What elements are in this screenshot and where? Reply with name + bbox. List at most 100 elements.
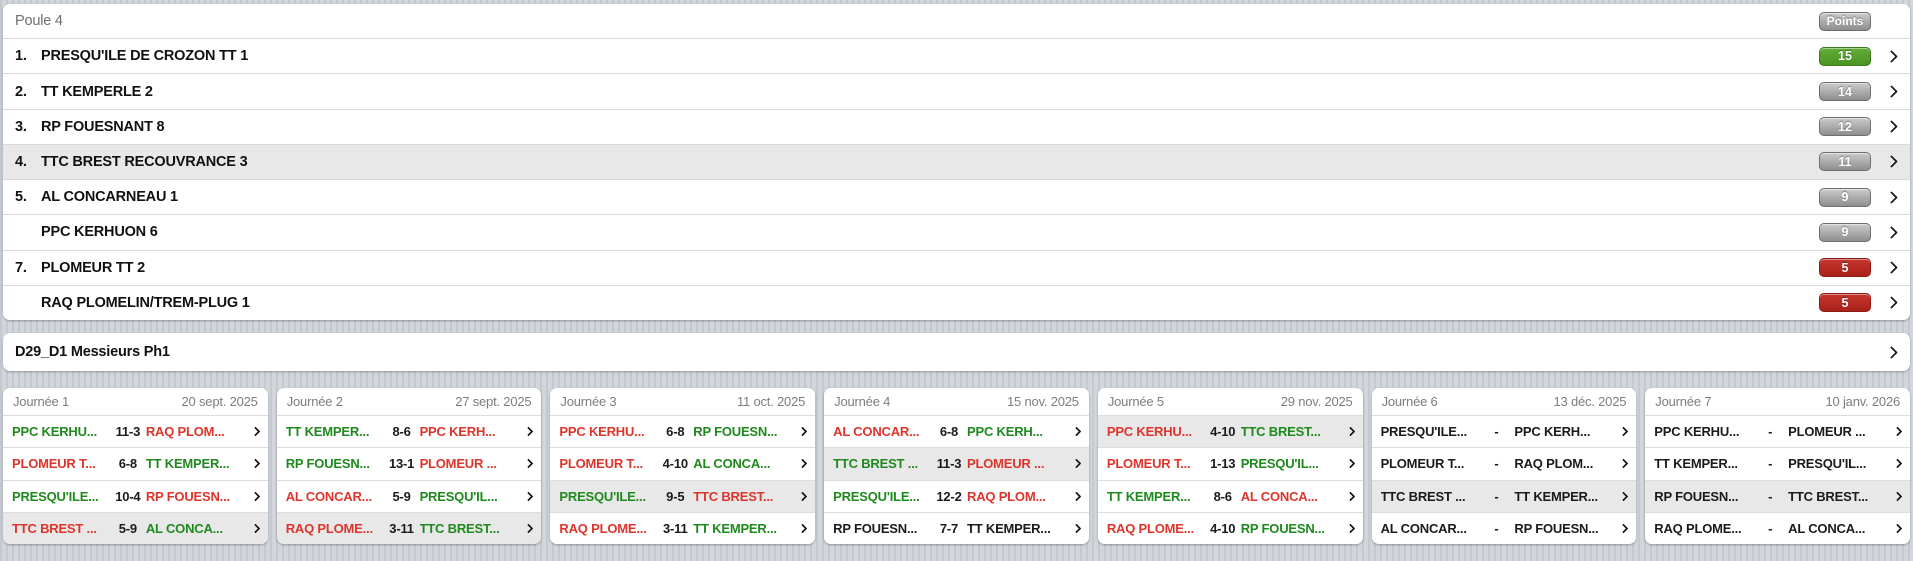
match-row[interactable]: TTC BREST ... 11-3 PLOMEUR ... (824, 447, 1089, 480)
match-row[interactable]: TTC BREST ... - TT KEMPER... (1371, 479, 1637, 512)
match-row[interactable]: AL CONCAR... 5-9 PRESQU'IL... (276, 479, 542, 512)
chevron-right-icon (250, 523, 261, 534)
chevron-right-icon (523, 491, 534, 502)
home-team: AL CONCAR... (1380, 520, 1467, 536)
home-team: RP FOUESN... (833, 520, 918, 536)
away-team: PPC KERH... (1514, 424, 1591, 440)
match-row[interactable]: RP FOUESN... 7-7 TT KEMPER... (824, 511, 1089, 544)
chevron-right-icon (797, 523, 808, 534)
home-team: TTC BREST ... (12, 520, 97, 536)
chevron-right-icon (1892, 491, 1903, 502)
match-row[interactable]: PLOMEUR T... 1-13 PRESQU'IL... (1097, 447, 1363, 480)
match-row[interactable]: PPC KERHU... - PLOMEUR ... (1645, 415, 1910, 448)
standings-row[interactable]: 2. TT KEMPERLE 2 14 (3, 73, 1910, 109)
round-card-4: Journée 4 15 nov. 2025 AL CONCAR... 6-8 … (824, 388, 1089, 544)
match-row[interactable]: RAQ PLOME... - AL CONCA... (1645, 511, 1910, 544)
match-score: - (1494, 424, 1499, 440)
chevron-right-icon (1885, 226, 1898, 239)
chevron-right-icon (1885, 296, 1898, 310)
standings-row[interactable]: 4. TTC BREST RECOUVRANCE 3 11 (3, 143, 1910, 180)
home-team: RP FOUESN... (285, 456, 370, 472)
standings-row[interactable]: 5. AL CONCARNEAU 1 9 (3, 179, 1910, 215)
round-date: 29 nov. 2025 (1280, 394, 1353, 409)
round-header: Journée 2 27 sept. 2025 (277, 388, 542, 415)
match-row[interactable]: RAQ PLOME... 3-11 TT KEMPER... (550, 511, 816, 544)
standings-row[interactable]: 7. PLOMEUR TT 2 5 (3, 249, 1910, 285)
standings-row[interactable]: 1. PRESQU'ILE DE CROZON TT 1 15 (3, 38, 1910, 74)
match-row[interactable]: RAQ PLOME... 4-10 RP FOUESN... (1097, 511, 1363, 544)
round-card-2: Journée 2 27 sept. 2025 TT KEMPER... 8-6… (276, 388, 542, 544)
match-row[interactable]: TTC BREST ... 5-9 AL CONCA... (3, 511, 268, 544)
match-row[interactable]: PPC KERHU... 11-3 RAQ PLOM... (3, 415, 268, 448)
match-row[interactable]: PRESQU'ILE... 10-4 RP FOUESN... (3, 479, 268, 512)
standings-row[interactable]: 3. RP FOUESNANT 8 12 (3, 108, 1910, 144)
chevron-right-icon (1345, 491, 1356, 502)
match-score: 4-10 (662, 456, 688, 472)
points-badge: 11 (1819, 152, 1871, 172)
rank-label: 5. (15, 189, 27, 206)
round-title: Journée 1 (13, 394, 70, 409)
home-team: PRESQU'ILE... (559, 488, 646, 504)
match-row[interactable]: TT KEMPER... - PRESQU'IL... (1645, 447, 1910, 480)
match-row[interactable]: TT KEMPER... 8-6 AL CONCA... (1097, 479, 1363, 512)
rank-label: 4. (15, 153, 27, 170)
rank-label: 2. (15, 83, 27, 100)
round-header: Journée 5 29 nov. 2025 (1098, 388, 1363, 415)
standings-row[interactable]: RAQ PLOMELIN/TREM-PLUG 1 5 (3, 284, 1910, 320)
chevron-right-icon (1885, 261, 1898, 275)
away-team: TTC BREST... (1240, 424, 1321, 440)
chevron-right-icon (1618, 523, 1629, 534)
match-score: 6-8 (939, 424, 959, 440)
round-header: Journée 4 15 nov. 2025 (824, 388, 1089, 415)
team-name: PPC KERHUON 6 (41, 224, 158, 241)
match-score: 4-10 (1210, 424, 1236, 440)
match-score: 13-1 (388, 456, 415, 472)
match-row[interactable]: PLOMEUR T... 4-10 AL CONCA... (550, 447, 816, 480)
round-date: 20 sept. 2025 (181, 394, 258, 409)
match-row[interactable]: PRESQU'ILE... 9-5 TTC BREST... (550, 479, 816, 512)
match-row[interactable]: PLOMEUR T... 6-8 TT KEMPER... (3, 447, 268, 480)
round-header: Journée 3 11 oct. 2025 (550, 388, 815, 415)
match-row[interactable]: PLOMEUR T... - RAQ PLOM... (1371, 447, 1637, 480)
home-team: RAQ PLOME... (1654, 520, 1742, 536)
match-score: 8-6 (392, 424, 411, 440)
round-header: Journée 1 20 sept. 2025 (3, 388, 268, 415)
standings-row[interactable]: PPC KERHUON 6 9 (3, 214, 1910, 250)
chevron-right-icon (1071, 426, 1082, 437)
match-row[interactable]: AL CONCAR... 6-8 PPC KERH... (824, 415, 1089, 448)
chevron-right-icon (1618, 426, 1629, 437)
away-team: TTC BREST... (419, 520, 500, 536)
away-team: RAQ PLOM... (145, 424, 225, 440)
chevron-right-icon (1071, 523, 1082, 534)
team-name: TT KEMPERLE 2 (41, 83, 153, 100)
chevron-right-icon (1892, 523, 1903, 534)
match-row[interactable]: RAQ PLOME... 3-11 TTC BREST... (276, 511, 542, 544)
home-team: TTC BREST ... (1380, 488, 1466, 504)
match-row[interactable]: RP FOUESN... - TTC BREST... (1645, 479, 1910, 512)
match-row[interactable]: PRESQU'ILE... - PPC KERH... (1371, 415, 1637, 448)
match-row[interactable]: PPC KERHU... 6-8 RP FOUESN... (550, 415, 816, 448)
match-row[interactable]: PRESQU'ILE... 12-2 RAQ PLOM... (824, 479, 1089, 512)
match-row[interactable]: PPC KERHU... 4-10 TTC BREST... (1097, 415, 1363, 448)
home-team: PLOMEUR T... (12, 456, 96, 472)
points-badge: 12 (1819, 117, 1871, 137)
round-title: Journée 2 (286, 394, 343, 409)
division-bar[interactable]: D29_D1 Messieurs Ph1 (3, 333, 1910, 371)
home-team: PRESQU'ILE... (12, 488, 99, 504)
chevron-right-icon (523, 523, 534, 534)
match-row[interactable]: TT KEMPER... 8-6 PPC KERH... (276, 415, 542, 448)
points-badge: 9 (1819, 222, 1871, 242)
match-row[interactable]: AL CONCAR... - RP FOUESN... (1371, 511, 1637, 544)
team-name: PRESQU'ILE DE CROZON TT 1 (41, 48, 249, 65)
home-team: AL CONCAR... (285, 488, 372, 504)
pool-title: Poule 4 (15, 13, 63, 30)
round-date: 11 oct. 2025 (736, 394, 806, 409)
points-badge: 14 (1819, 82, 1871, 102)
home-team: RAQ PLOME... (285, 520, 373, 536)
match-row[interactable]: RP FOUESN... 13-1 PLOMEUR ... (276, 447, 542, 480)
team-name: AL CONCARNEAU 1 (41, 189, 178, 206)
page: Poule 4 Points 1. PRESQU'ILE DE CROZON T… (3, 11, 1910, 544)
away-team: RP FOUESN... (1240, 520, 1325, 536)
round-title: Journée 7 (1655, 394, 1712, 409)
match-score: 8-6 (1213, 488, 1232, 504)
